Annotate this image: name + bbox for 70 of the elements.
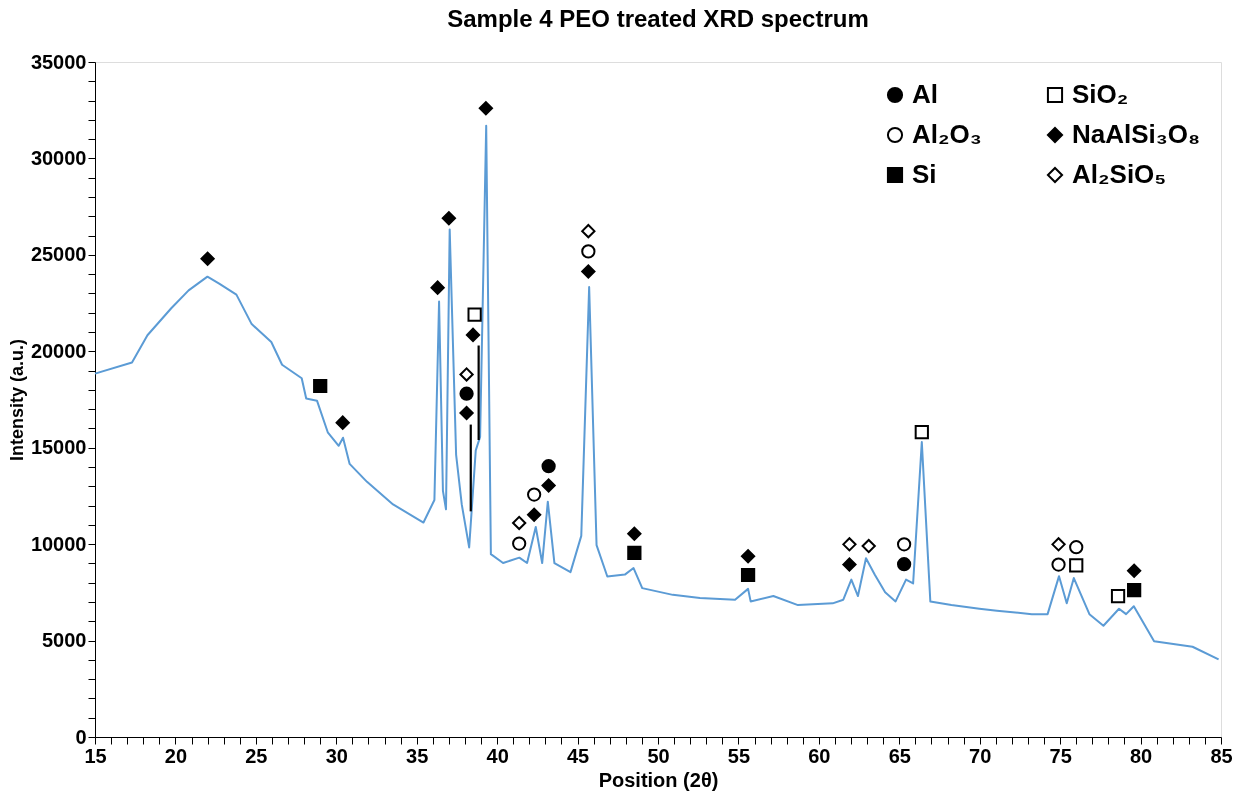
point (478, 101, 494, 116)
x-tick-label: 30 (325, 744, 348, 767)
point (581, 264, 596, 279)
point (512, 515, 527, 531)
x-tick-label: 65 (888, 744, 911, 767)
point (581, 244, 596, 259)
point (896, 537, 912, 552)
point (465, 327, 481, 343)
point (842, 557, 857, 572)
point (1127, 582, 1142, 598)
chart-title: Sample 4 PEO treated XRD spectrum (447, 5, 869, 32)
x-tick-label: 15 (84, 744, 107, 767)
point (1051, 537, 1066, 552)
point (467, 307, 482, 322)
x-tick-label: 85 (1210, 744, 1233, 767)
y-tick-label: 5000 (42, 629, 87, 652)
point (627, 526, 642, 541)
point (740, 549, 756, 564)
point (1110, 588, 1126, 604)
point (459, 405, 474, 421)
point (627, 545, 642, 560)
point (459, 386, 474, 401)
x-tick-label: 40 (486, 744, 509, 767)
x-tick-label: 50 (647, 744, 670, 767)
point (861, 538, 876, 554)
point (512, 536, 527, 551)
legend-label: Al₂O₃ (912, 119, 982, 149)
x-tick-label: 80 (1129, 744, 1153, 767)
point (527, 487, 542, 502)
y-tick-label: 0 (75, 725, 87, 748)
x-tick-label: 25 (245, 744, 268, 767)
legend-label: NaAlSi₃O₈ (1072, 119, 1201, 149)
point (896, 557, 912, 572)
point (541, 478, 556, 493)
point (441, 211, 457, 226)
x-tick-label: 75 (1049, 744, 1072, 767)
point (313, 378, 328, 394)
x-tick-label: 35 (406, 744, 429, 767)
legend-label: SiO₂ (1072, 79, 1129, 109)
point (335, 415, 350, 430)
y-tick-label: 25000 (30, 243, 87, 266)
legend-label: Si (912, 159, 937, 189)
x-tick-label: 20 (164, 744, 188, 767)
point (1069, 540, 1084, 555)
point (740, 567, 756, 583)
point (1069, 558, 1084, 573)
legend-label: Al (912, 79, 938, 109)
point (914, 424, 929, 440)
point (541, 459, 556, 474)
x-tick-label: 60 (808, 744, 831, 767)
point (842, 537, 857, 552)
y-tick-label: 10000 (30, 532, 87, 555)
point (1127, 563, 1142, 578)
x-tick-label: 55 (727, 744, 751, 767)
point (527, 507, 542, 522)
x-axis-title: Position (2θ) (598, 768, 719, 791)
line-series (94, 124, 1220, 661)
point (459, 367, 474, 382)
x-tick-label: 45 (566, 744, 590, 767)
point (581, 224, 596, 239)
y-tick-label: 15000 (30, 436, 87, 459)
x-tick-label: 70 (969, 744, 992, 767)
point (430, 280, 445, 295)
y-tick-label: 20000 (30, 339, 87, 362)
point (200, 251, 215, 266)
y-axis-title: Intensity (a.u.) (6, 338, 27, 462)
point (1051, 557, 1066, 572)
y-tick-label: 35000 (30, 50, 87, 73)
legend-label: Al₂SiO₅ (1072, 159, 1167, 189)
y-tick-label: 30000 (30, 146, 87, 169)
